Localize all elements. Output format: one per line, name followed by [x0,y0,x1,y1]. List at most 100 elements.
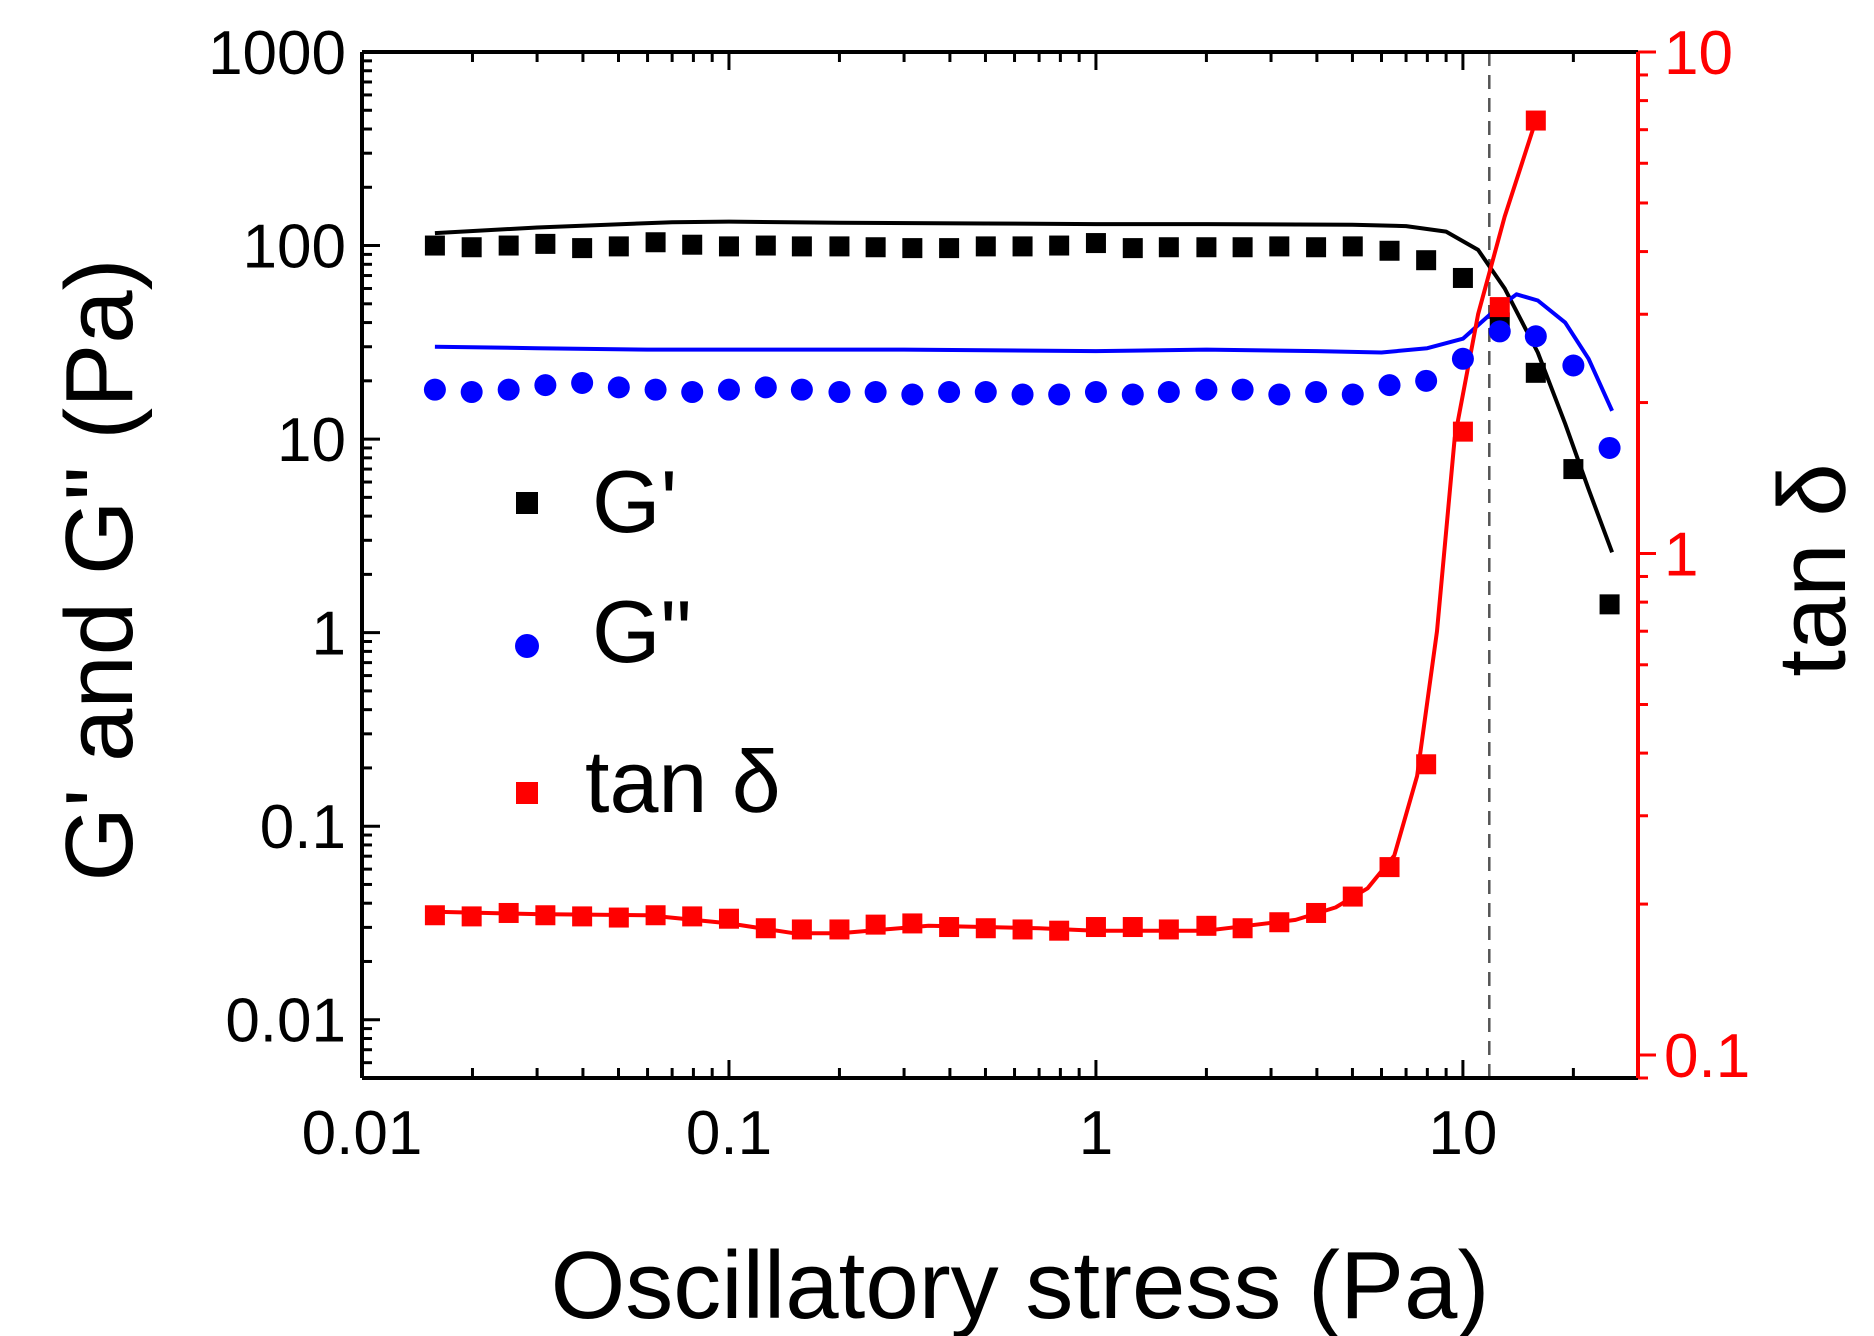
data-point-g-double-prime [717,378,740,401]
y-tick-label: 1000 [208,19,346,88]
data-point-g-prime [572,238,593,259]
data-point-g-prime [461,237,482,258]
data-point-g-prime [1525,362,1546,383]
data-point-tan-delta [718,908,739,929]
y-tick-label: 0.01 [225,987,346,1056]
data-point-g-double-prime [607,376,630,399]
data-point-g-prime [682,234,703,255]
y-tick-label: 100 [243,213,346,282]
tick-labels: 0.01 0.1 1 10 0.01 0.1 1 10 100 1000 0.1 1 10 [208,19,1750,1168]
data-point-g-prime [902,238,923,259]
data-point-g-double-prime [1598,436,1621,459]
data-point-g-double-prime [1011,383,1034,406]
data-point-g-double-prime [534,374,557,397]
data-point-tan-delta [1158,919,1179,940]
data-point-g-prime [975,236,996,257]
data-point-g-double-prime [1378,374,1401,397]
data-point-g-double-prime [1268,383,1291,406]
data-point-g-double-prime [938,381,961,404]
legend-marker-g-prime [516,492,538,514]
legend-marker-g-double-prime [515,634,539,658]
data-point-g-double-prime [1451,347,1474,370]
legend: G' G" tan δ [515,452,781,831]
data-point-g-prime [1563,459,1584,480]
legend-marker-tan-delta [516,782,538,804]
data-point-tan-delta [461,906,482,927]
data-point-tan-delta [1122,917,1143,938]
data-point-tan-delta [498,902,519,923]
data-point-g-double-prime [1195,378,1218,401]
data-point-tan-delta [535,905,556,926]
data-point-g-double-prime [901,383,924,406]
data-point-g-double-prime [681,381,704,404]
data-point-g-prime [1379,240,1400,261]
data-point-g-double-prime [423,378,446,401]
data-point-g-prime [1416,250,1437,271]
data-point-g-double-prime [1231,378,1254,401]
data-point-g-double-prime [828,381,851,404]
y2-tick-label: 0.1 [1664,1022,1750,1091]
data-point-g-double-prime [864,381,887,404]
data-point-tan-delta [791,919,812,940]
legend-label-g-prime: G' [592,452,677,551]
data-point-g-double-prime [644,378,667,401]
data-point-g-double-prime [1562,354,1585,377]
data-point-g-double-prime [1121,383,1144,406]
data-point-g-prime [1232,237,1253,258]
data-point-g-double-prime [1084,381,1107,404]
data-point-tan-delta [902,913,923,934]
data-point-g-prime [1342,236,1363,257]
data-point-tan-delta [1269,912,1290,933]
y-tick-label: 10 [277,406,346,475]
y2-axis-title: tan δ [1759,463,1866,677]
data-point-tan-delta [975,918,996,939]
data-point-tan-delta [608,907,629,928]
data-point-g-prime [718,236,739,257]
data-point-tan-delta [424,905,445,926]
data-point-tan-delta [572,906,593,927]
data-point-g-double-prime [1157,381,1180,404]
legend-label-g-double-prime: G" [592,582,692,681]
data-point-g-prime [939,238,960,259]
data-point-g-prime [1306,237,1327,258]
data-point-tan-delta [829,919,850,940]
data-point-g-prime [1158,237,1179,258]
data-point-tan-delta [682,906,703,927]
plot-frame [360,50,1640,1080]
data-point-tan-delta [1489,297,1510,318]
data-point-tan-delta [1049,920,1070,941]
data-point-g-double-prime [460,381,483,404]
data-point-g-prime [608,236,629,257]
data-point-g-prime [1085,233,1106,254]
data-point-tan-delta [1342,886,1363,907]
data-point-g-double-prime [1048,383,1071,406]
data-point-g-prime [1122,238,1143,259]
data-point-tan-delta [1012,919,1033,940]
data-point-tan-delta [645,905,666,926]
data-point-g-prime [829,236,850,257]
data-point-g-prime [1599,594,1620,615]
data-point-g-prime [755,235,776,256]
data-point-tan-delta [939,917,960,938]
data-point-g-prime [1049,235,1070,256]
data-point-g-double-prime [1524,325,1547,348]
legend-label-tan-delta: tan δ [585,732,781,831]
data-point-tan-delta [1416,754,1437,775]
data-point-g-double-prime [1488,320,1511,343]
data-point-g-prime [865,237,886,258]
x-tick-label: 10 [1428,1099,1497,1168]
data-point-g-double-prime [1305,381,1328,404]
data-point-g-double-prime [1415,369,1438,392]
data-point-g-double-prime [754,376,777,399]
data-point-tan-delta [865,914,886,935]
data-point-g-double-prime [571,371,594,394]
data-point-g-prime [1196,237,1217,258]
data-point-g-prime [1012,236,1033,257]
y-tick-label: 1 [312,600,346,669]
data-point-g-prime [498,235,519,256]
data-point-tan-delta [1306,902,1327,923]
data-point-g-prime [424,235,445,256]
data-point-g-prime [791,236,812,257]
